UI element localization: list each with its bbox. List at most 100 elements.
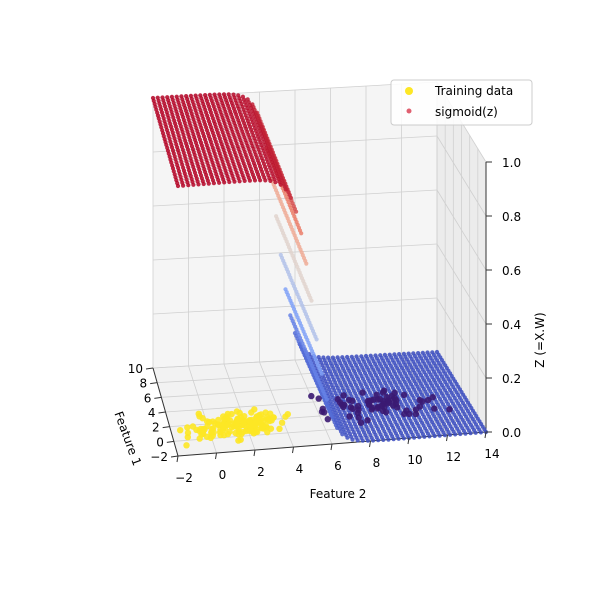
sigmoid-surface-point bbox=[206, 181, 211, 186]
sigmoid-surface-point bbox=[381, 437, 386, 442]
sigmoid-surface-point bbox=[227, 179, 232, 185]
sigmoid-surface-point bbox=[360, 438, 365, 443]
training-point-class-0 bbox=[346, 413, 353, 420]
sigmoid-surface-point bbox=[232, 179, 237, 184]
sigmoid-surface-point bbox=[376, 438, 381, 443]
sigmoid-surface-point bbox=[401, 436, 406, 441]
y-tick-label: 4 bbox=[148, 406, 156, 420]
sigmoid-surface-point bbox=[278, 182, 283, 187]
training-point-class-0 bbox=[378, 402, 385, 409]
sigmoid-surface-point bbox=[247, 178, 252, 183]
x-tick-mark bbox=[176, 455, 179, 463]
training-point-class-1 bbox=[183, 442, 190, 449]
legend-label-training-data: Training data bbox=[434, 84, 513, 98]
y-tick-mark bbox=[162, 426, 170, 429]
training-point-class-1 bbox=[253, 418, 260, 426]
sigmoid-surface-point bbox=[442, 433, 447, 438]
training-point-class-1 bbox=[193, 426, 200, 433]
y-tick-mark bbox=[150, 382, 158, 385]
training-point-class-1 bbox=[248, 409, 255, 416]
z-tick-label: 0.4 bbox=[502, 318, 521, 332]
sigmoid-surface-point bbox=[478, 430, 483, 435]
training-point-class-0 bbox=[400, 391, 408, 399]
training-point-class-0 bbox=[424, 396, 432, 404]
x-axis-label: Feature 2 bbox=[310, 487, 367, 501]
sigmoid-surface-point bbox=[329, 415, 335, 420]
sigmoid-surface-point bbox=[268, 178, 273, 183]
z-tick-label: 1.0 bbox=[502, 156, 521, 170]
training-point-class-0 bbox=[446, 406, 453, 413]
training-point-class-1 bbox=[215, 421, 222, 428]
legend-marker-sigmoid bbox=[406, 108, 412, 114]
z-tick-label: 0.0 bbox=[502, 426, 521, 440]
x-tick-label: 12 bbox=[446, 450, 461, 464]
x-tick-mark bbox=[253, 449, 256, 457]
x-tick-mark bbox=[484, 431, 487, 439]
training-point-class-1 bbox=[195, 410, 202, 417]
sigmoid-surface-point bbox=[237, 179, 242, 184]
x-tick-label: 8 bbox=[373, 456, 381, 470]
sigmoid-surface-point bbox=[427, 434, 432, 439]
training-point-class-1 bbox=[198, 431, 205, 438]
training-point-class-0 bbox=[336, 399, 344, 406]
sigmoid-surface-point bbox=[201, 181, 206, 187]
x-tick-label: 0 bbox=[219, 468, 227, 482]
training-point-class-0 bbox=[359, 389, 366, 396]
training-point-class-0 bbox=[406, 410, 413, 418]
sigmoid-surface-point bbox=[217, 180, 222, 185]
training-point-class-1 bbox=[276, 425, 283, 432]
training-point-class-1 bbox=[226, 417, 234, 424]
y-tick-label: 8 bbox=[140, 377, 148, 391]
sigmoid-surface-point bbox=[263, 178, 268, 183]
training-point-class-0 bbox=[354, 402, 362, 410]
training-point-class-0 bbox=[357, 419, 365, 426]
sigmoid-surface-point bbox=[396, 436, 401, 441]
sigmoid-surface-point bbox=[458, 431, 463, 437]
sigmoid-surface-point bbox=[211, 181, 216, 186]
sigmoid-surface-point bbox=[417, 435, 422, 440]
training-point-class-0 bbox=[379, 407, 387, 414]
x-tick-label: 6 bbox=[334, 459, 342, 473]
training-point-class-0 bbox=[373, 391, 380, 398]
sigmoid-surface-point bbox=[304, 261, 309, 266]
training-point-class-0 bbox=[349, 405, 356, 412]
training-point-class-1 bbox=[232, 429, 239, 437]
x-tick-label: 14 bbox=[484, 447, 499, 461]
sigmoid-surface-point bbox=[453, 432, 458, 437]
x-tick-mark bbox=[369, 440, 371, 448]
sigmoid-surface-point bbox=[196, 182, 201, 187]
x-tick-mark bbox=[215, 452, 217, 460]
training-point-class-0 bbox=[367, 397, 375, 404]
training-point-class-1 bbox=[258, 411, 265, 418]
sigmoid-surface-point bbox=[340, 432, 345, 437]
training-point-class-1 bbox=[240, 420, 247, 427]
sigmoid-surface-point bbox=[319, 371, 324, 376]
sigmoid-surface-point bbox=[468, 431, 473, 436]
training-point-class-1 bbox=[246, 417, 253, 425]
training-point-class-1 bbox=[184, 424, 191, 431]
sigmoid-surface-point bbox=[345, 435, 350, 440]
sigmoid-surface-point bbox=[335, 425, 340, 430]
legend-label-sigmoid: sigmoid(z) bbox=[435, 105, 498, 119]
training-point-class-1 bbox=[254, 428, 261, 435]
sigmoid-surface-point bbox=[181, 183, 186, 188]
sigmoid-surface-point bbox=[350, 437, 355, 442]
data-marks bbox=[150, 92, 489, 449]
training-point-class-0 bbox=[383, 393, 391, 401]
training-point-class-1 bbox=[199, 415, 206, 422]
z-tick-label: 0.2 bbox=[502, 372, 521, 386]
sigmoid-surface-point bbox=[314, 337, 319, 342]
training-point-class-0 bbox=[345, 396, 353, 404]
training-point-class-1 bbox=[233, 408, 241, 415]
grid-back-z bbox=[152, 243, 438, 261]
sigmoid-surface-point bbox=[355, 438, 360, 443]
training-point-class-0 bbox=[391, 389, 398, 396]
z-tick-label: 0.8 bbox=[502, 210, 521, 224]
grid-back-z bbox=[152, 135, 438, 153]
y-tick-label: −2 bbox=[150, 450, 168, 464]
sigmoid-surface-point bbox=[432, 433, 437, 439]
legend: Training data sigmoid(z) bbox=[390, 79, 533, 126]
training-point-class-1 bbox=[232, 419, 240, 426]
training-point-class-1 bbox=[268, 417, 275, 424]
sigmoid-surface-point bbox=[412, 435, 417, 440]
